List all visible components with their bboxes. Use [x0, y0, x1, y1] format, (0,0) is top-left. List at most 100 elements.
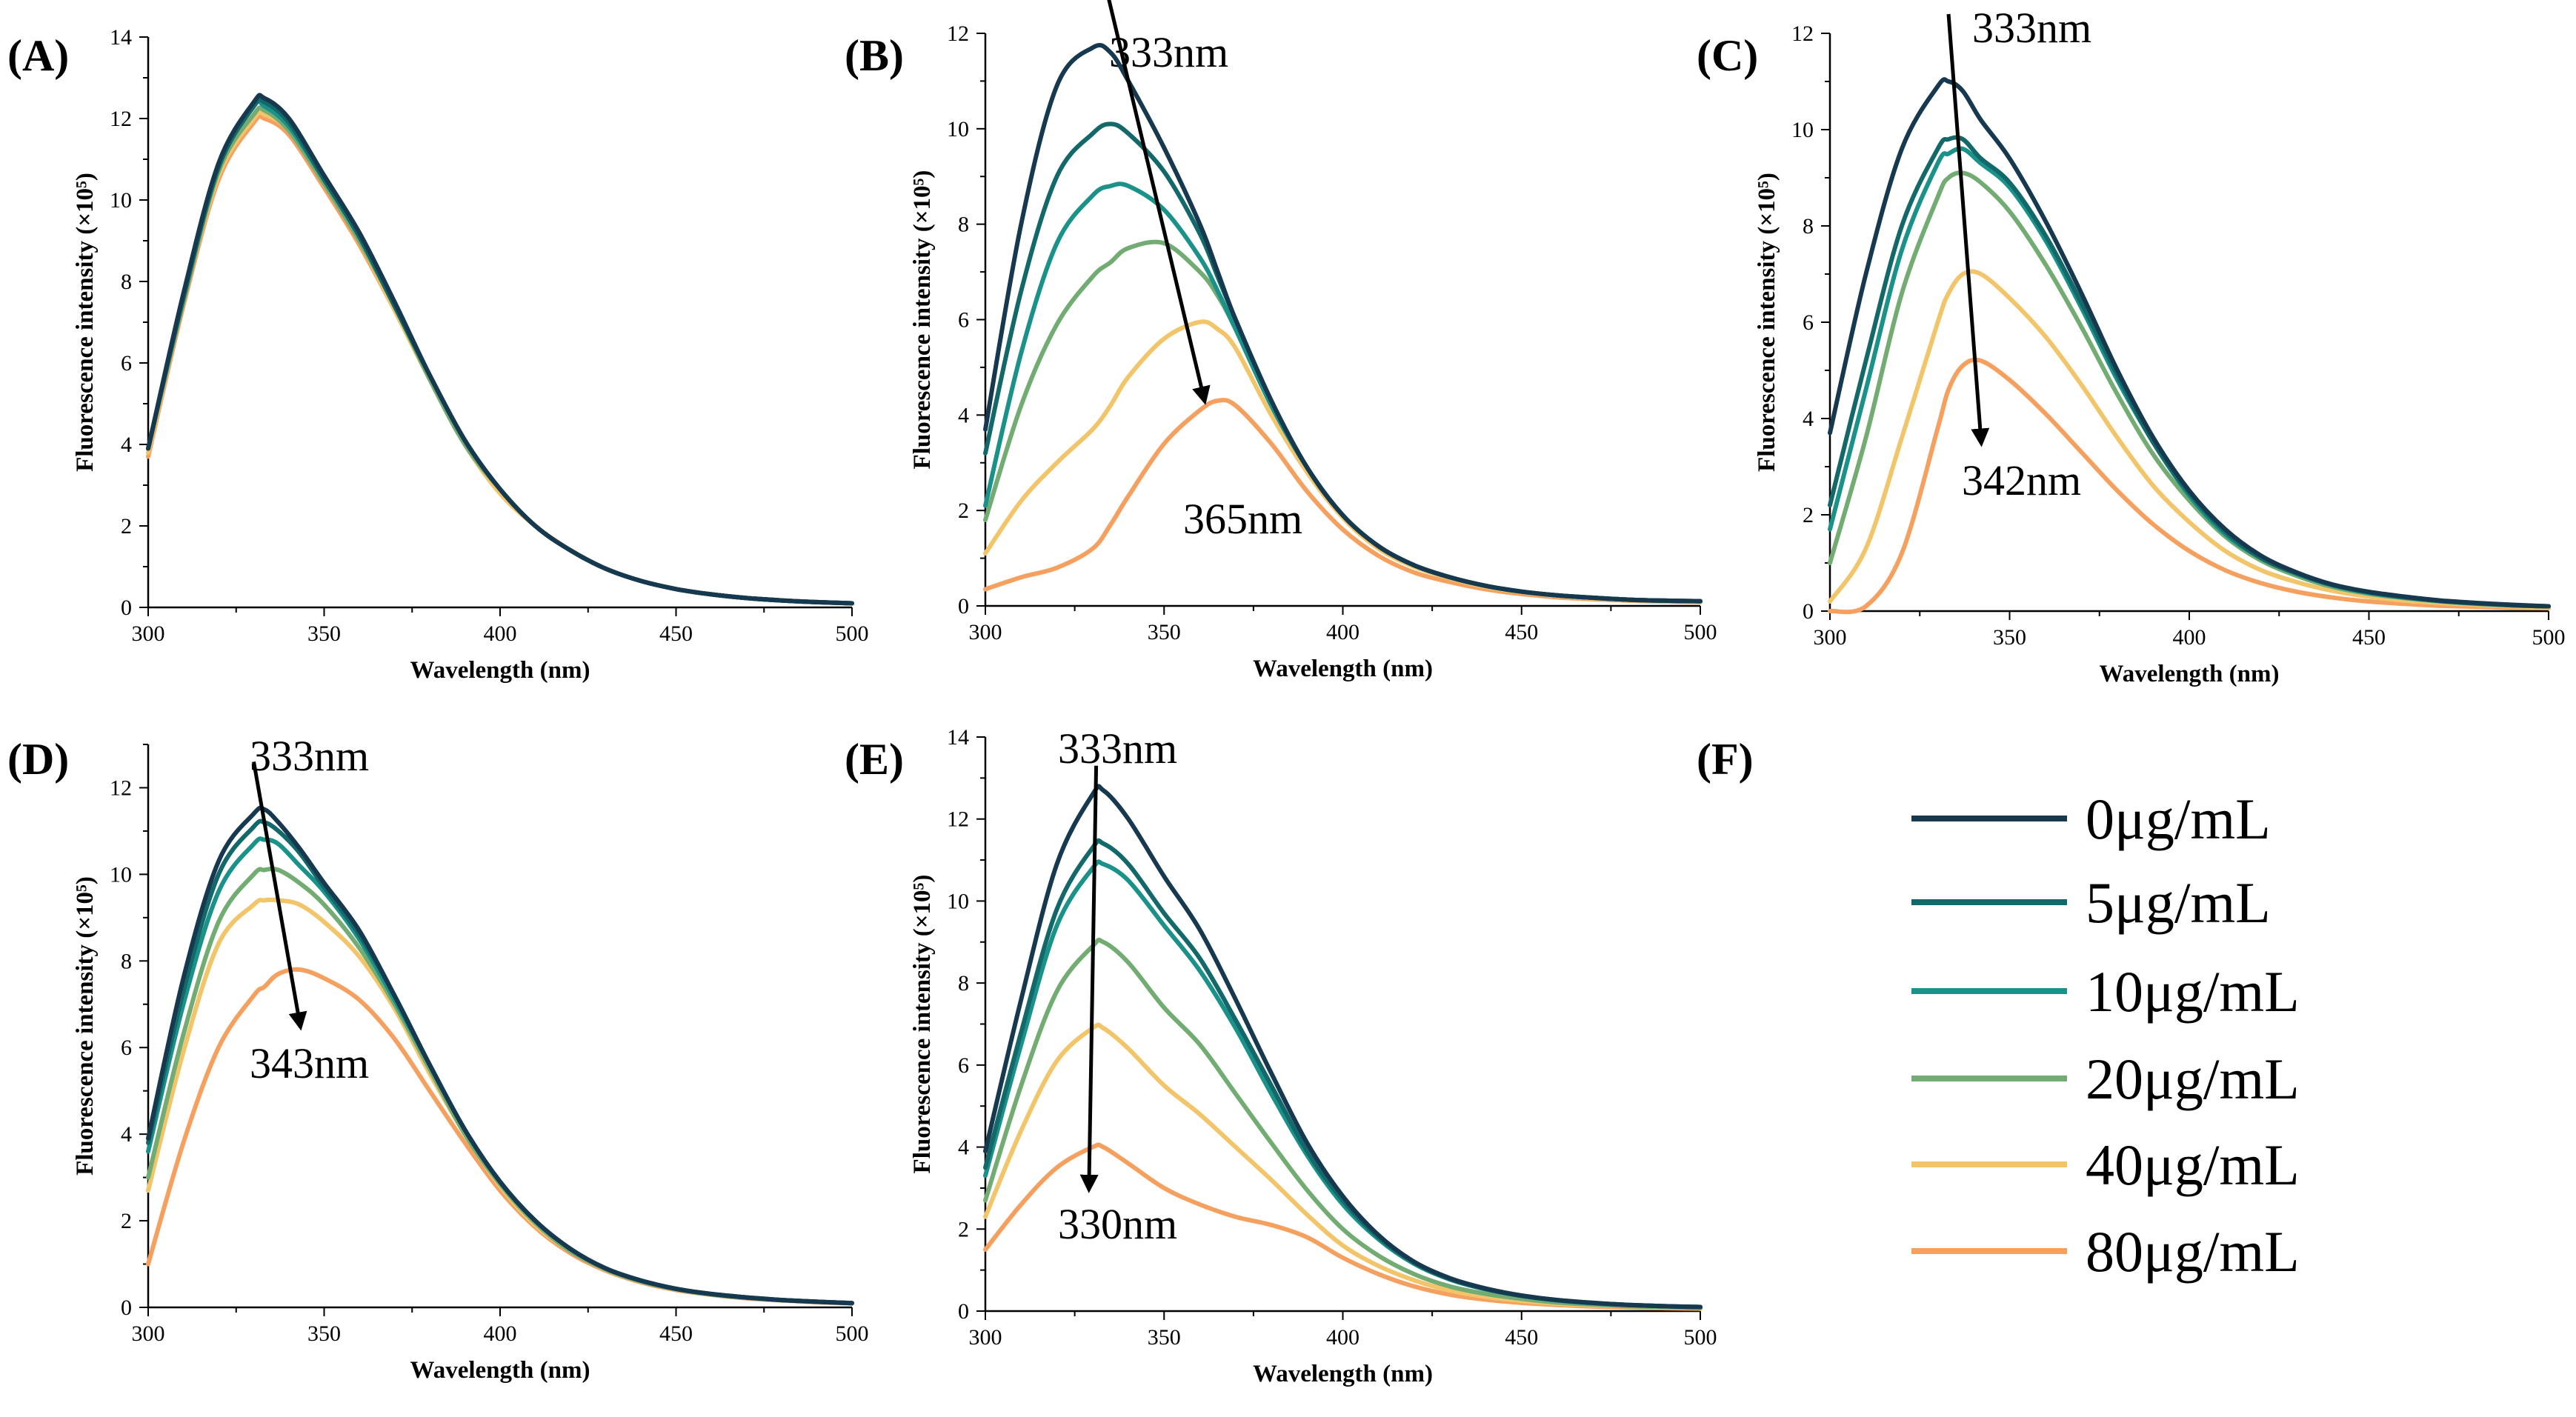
x-axis-title: Wavelength (nm) — [410, 657, 590, 684]
x-tick-label: 400 — [484, 621, 517, 646]
shift-arrow — [1107, 0, 1211, 405]
series-line — [146, 805, 854, 1306]
legend-entry: 0μg/mL — [1911, 787, 2271, 851]
y-tick-label: 8 — [958, 971, 969, 996]
panel-b: (B) 333nm 365nm 300 350 400 450 500 0 2 4 6 8 10 12… — [845, 0, 1717, 682]
y-tick-label: 6 — [121, 1036, 132, 1060]
legend: (F) 0μg/mL 5μg/mL 10μg/mL 20μg/mL 40μg/m… — [1697, 735, 2300, 1284]
series-line — [146, 93, 854, 606]
x-tick-label: 350 — [1148, 1325, 1181, 1350]
y-tick-label: 12 — [110, 776, 132, 800]
series-line — [983, 181, 1703, 604]
annotation-end: 330nm — [1058, 1200, 1177, 1248]
series-line — [1828, 357, 2551, 615]
y-tick-label: 0 — [121, 1296, 132, 1320]
y-axis-title: Fluorescence intensity (×10⁵) — [909, 170, 936, 470]
x-tick-label: 450 — [659, 621, 693, 646]
panel-c: (C) 333nm 342nm 300 350 400 450 500 0 2 4 6 8 10 12… — [1697, 4, 2566, 687]
panel-label: (C) — [1697, 31, 1758, 80]
legend-label: 0μg/mL — [2086, 787, 2271, 851]
y-tick-label: 8 — [958, 213, 969, 237]
legend-entry: 5μg/mL — [1911, 870, 2271, 935]
y-tick-label: 10 — [947, 117, 969, 141]
annotation-start: 333nm — [1972, 4, 2091, 52]
series-line — [146, 105, 854, 606]
series-line — [146, 96, 854, 606]
annotation-start: 333nm — [1109, 28, 1228, 76]
x-tick-label: 400 — [1326, 620, 1359, 644]
series-line — [1828, 269, 2551, 610]
series-line — [146, 897, 854, 1306]
x-tick-label: 300 — [969, 620, 1002, 644]
legend-entry: 40μg/mL — [1911, 1133, 2300, 1197]
x-tick-label: 450 — [659, 1321, 693, 1346]
y-tick-label: 4 — [121, 1122, 132, 1147]
shift-arrow — [252, 761, 307, 1031]
panel-d: (D) 333nm 343nm 300 350 400 450 500 0 2 4 6 8 10 12… — [7, 732, 869, 1384]
y-tick-label: 6 — [958, 308, 969, 333]
x-tick-label: 300 — [132, 621, 165, 646]
y-tick-label: 10 — [947, 889, 969, 913]
y-tick-label: 2 — [121, 514, 132, 539]
annotation-end: 365nm — [1183, 495, 1302, 543]
y-tick-label: 10 — [1791, 118, 1814, 142]
legend-label: 10μg/mL — [2086, 959, 2300, 1024]
annotation-start: 333nm — [250, 732, 369, 780]
series-line — [146, 110, 854, 606]
y-tick-label: 10 — [110, 188, 132, 213]
y-tick-label: 2 — [121, 1209, 132, 1233]
series-line — [146, 113, 854, 606]
series-line — [1828, 135, 2551, 609]
series-line — [146, 99, 854, 606]
panel-label: (D) — [7, 735, 69, 784]
y-tick-label: 8 — [1803, 214, 1814, 239]
panel-label: (F) — [1697, 735, 1754, 784]
series-line — [1828, 146, 2551, 609]
x-tick-label: 300 — [132, 1321, 165, 1346]
y-tick-label: 6 — [1803, 310, 1814, 335]
x-axis-title: Wavelength (nm) — [1253, 656, 1433, 682]
x-tick-label: 300 — [969, 1325, 1002, 1350]
x-tick-label: 400 — [484, 1321, 517, 1346]
y-tick-label: 0 — [958, 594, 969, 619]
y-tick-label: 4 — [958, 1136, 969, 1160]
y-tick-label: 12 — [110, 107, 132, 131]
x-tick-label: 500 — [836, 621, 869, 646]
x-tick-label: 350 — [1148, 620, 1181, 644]
panel-a: (A) 300 350 400 450 500 0 2 4 6 8 10 12 14 Wavelength… — [7, 25, 869, 684]
panel-label: (E) — [845, 735, 904, 784]
y-tick-label: 6 — [121, 351, 132, 376]
shift-arrow — [1946, 13, 1990, 447]
y-tick-label: 14 — [110, 25, 132, 50]
y-tick-label: 8 — [121, 949, 132, 973]
y-tick-label: 8 — [121, 270, 132, 294]
annotation-start: 333nm — [1058, 724, 1177, 773]
y-tick-label: 12 — [947, 21, 969, 46]
x-tick-label: 450 — [1505, 620, 1538, 644]
x-tick-label: 450 — [2352, 625, 2386, 650]
y-tick-label: 2 — [958, 1217, 969, 1241]
y-axis-title: Fluorescence intensity (×10⁵) — [1754, 173, 1780, 472]
x-axis-title: Wavelength (nm) — [1253, 1361, 1433, 1387]
y-tick-label: 0 — [958, 1299, 969, 1324]
y-tick-label: 14 — [947, 725, 969, 750]
y-axis-title: Fluorescence intensity (×10⁵) — [72, 876, 99, 1176]
x-tick-label: 500 — [1684, 1325, 1717, 1350]
y-tick-label: 10 — [110, 862, 132, 887]
y-tick-label: 4 — [121, 433, 132, 457]
panel-label: (A) — [7, 31, 69, 80]
legend-entry: 20μg/mL — [1911, 1047, 2300, 1111]
shift-arrow — [1079, 765, 1099, 1193]
x-tick-label: 500 — [2532, 625, 2566, 650]
x-tick-label: 350 — [1993, 625, 2026, 650]
legend-label: 20μg/mL — [2086, 1047, 2300, 1111]
x-tick-label: 500 — [1684, 620, 1717, 644]
legend-entry: 10μg/mL — [1911, 959, 2300, 1024]
series-line — [146, 967, 854, 1306]
y-tick-label: 0 — [121, 596, 132, 620]
y-tick-label: 2 — [958, 499, 969, 523]
x-axis-title: Wavelength (nm) — [2100, 661, 2280, 687]
y-tick-label: 4 — [1803, 407, 1814, 431]
annotation-end: 343nm — [250, 1039, 369, 1087]
